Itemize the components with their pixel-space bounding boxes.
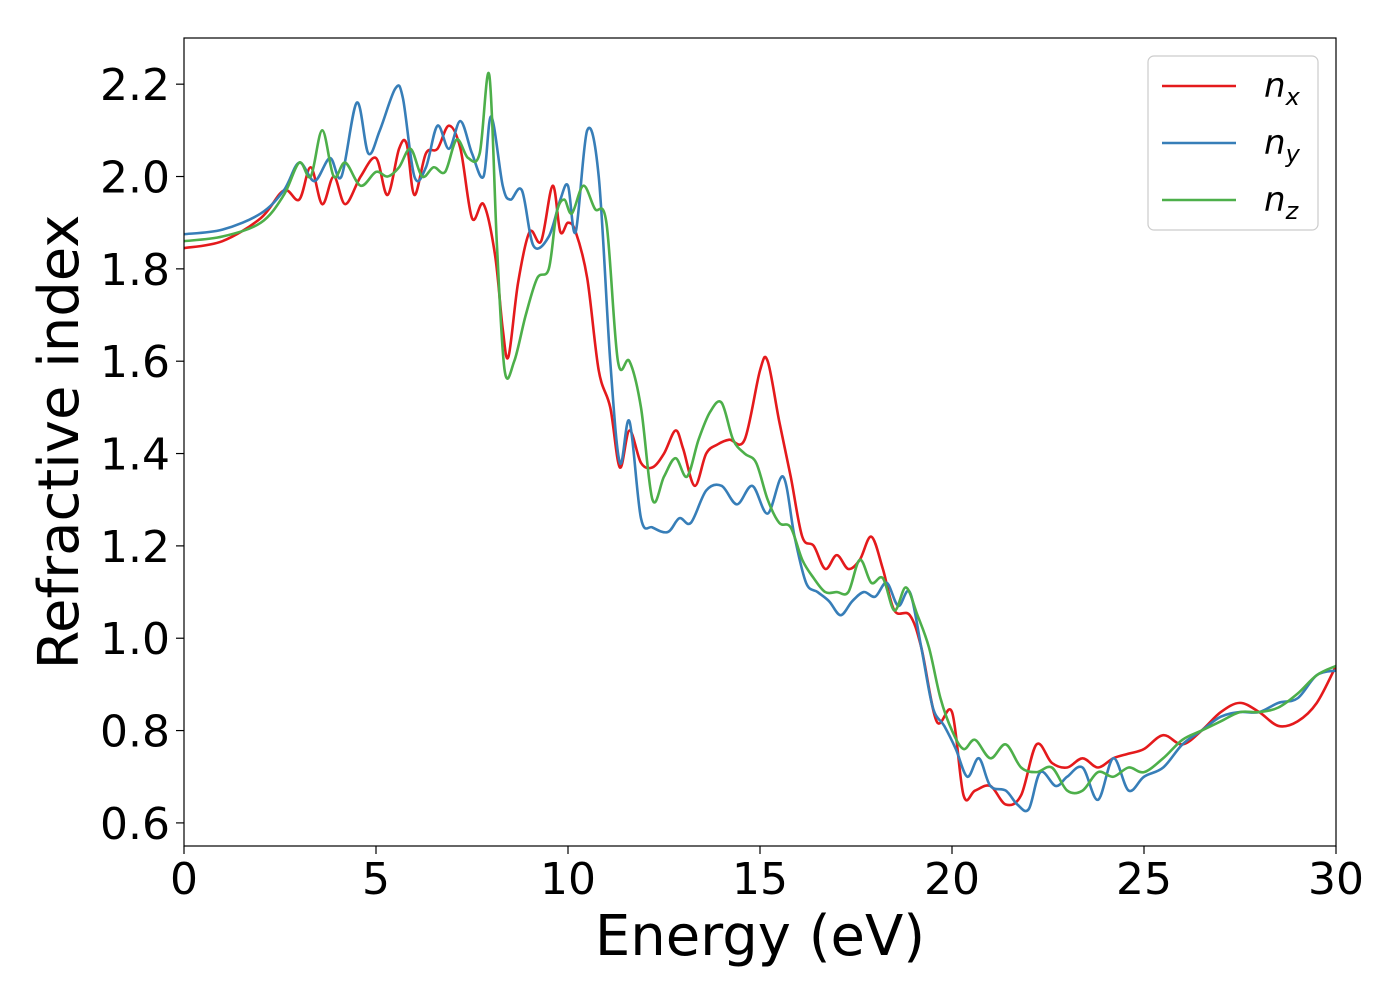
x-tick-label: 10 [540,854,596,905]
x-tick-label: 15 [732,854,788,905]
x-axis-title: Energy (eV) [595,904,925,969]
y-tick-label: 2.0 [100,153,170,204]
y-tick-label: 2.2 [100,60,170,111]
y-tick-label: 1.2 [100,522,170,573]
y-tick-label: 1.4 [100,430,170,481]
x-tick-label: 20 [924,854,980,905]
series-line-nz [184,71,1336,795]
x-axis-ticks: 0 5 10 15 20 25 30 [170,846,1364,905]
y-tick-label: 1.0 [100,614,170,665]
series-line-ny [184,84,1336,813]
y-tick-label: 1.6 [100,337,170,388]
y-tick-label: 1.8 [100,245,170,296]
series-layer [184,71,1336,813]
y-tick-label: 0.6 [100,799,170,850]
y-tick-label: 0.8 [100,707,170,758]
legend-label-nx: nx [1264,66,1301,111]
y-axis-ticks: 0.6 0.8 1.0 1.2 1.4 1.6 1.8 2.0 2.2 [100,60,184,850]
x-tick-label: 0 [170,854,198,905]
x-tick-label: 5 [362,854,390,905]
y-axis-title: Refractive index [27,215,92,670]
x-tick-label: 25 [1116,854,1172,905]
x-tick-label: 30 [1308,854,1364,905]
series-line-nx [184,124,1336,807]
